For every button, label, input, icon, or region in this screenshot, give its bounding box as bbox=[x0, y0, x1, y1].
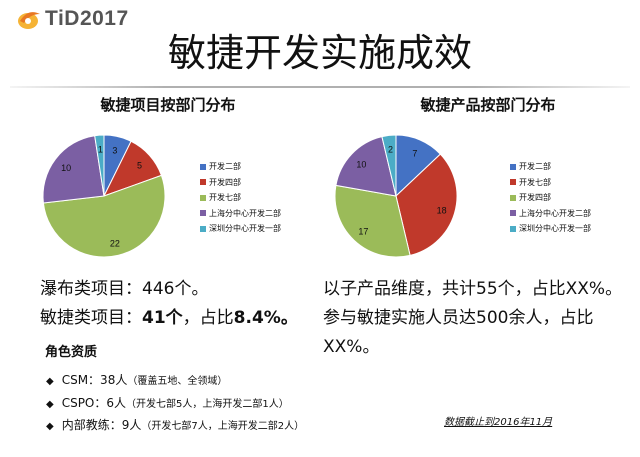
tid-logo-icon bbox=[18, 12, 40, 29]
legend-item: 深圳分中心开发一部 bbox=[200, 223, 281, 234]
pie-data-label: 2 bbox=[388, 145, 393, 155]
legend-swatch bbox=[200, 210, 206, 216]
chart-title-products: 敏捷产品按部门分布 bbox=[420, 96, 556, 114]
legend-swatch bbox=[200, 225, 206, 232]
legend-label: 上海分中心开发二部 bbox=[519, 208, 591, 218]
pie-data-label: 22 bbox=[110, 238, 120, 248]
legend-label: 开发七部 bbox=[519, 177, 551, 187]
legend-item: 开发四部 bbox=[200, 177, 241, 188]
legend-item: 开发七部 bbox=[200, 192, 241, 203]
pie-data-label: 3 bbox=[112, 146, 117, 156]
diamond-bullet-icon: ◆ bbox=[46, 421, 54, 432]
legend-label: 开发四部 bbox=[209, 177, 241, 187]
legend-item: 开发七部 bbox=[510, 177, 551, 188]
legend-item: 开发四部 bbox=[510, 192, 551, 203]
legend-swatch bbox=[510, 163, 516, 170]
pie-slice bbox=[395, 153, 458, 256]
role-item: ◆ CSPO：6人 （开发七部5人，上海开发二部1人） bbox=[46, 394, 289, 411]
role-main: CSPO：6人 bbox=[61, 396, 127, 410]
waterfall-stat: 瀑布类项目：446个。 bbox=[40, 274, 208, 299]
legend-label: 开发七部 bbox=[209, 193, 241, 202]
legend-swatch bbox=[510, 225, 516, 232]
roles-title: 角色资质 bbox=[45, 345, 98, 360]
diamond-bullet-icon: ◆ bbox=[46, 376, 54, 387]
pie-slice bbox=[381, 134, 397, 197]
role-note: （开发七部5人，上海开发二部1人） bbox=[126, 399, 289, 410]
legend-item: 深圳分中心开发一部 bbox=[510, 223, 591, 234]
role-note: （开发七部7人，上海开发二部2人） bbox=[141, 421, 305, 432]
role-main: 内部教练：9人 bbox=[61, 418, 142, 432]
data-cutoff-note: 数据截止到2016年11月 bbox=[444, 417, 553, 428]
legend-label: 深圳分中心开发一部 bbox=[209, 224, 281, 233]
role-item: ◆ CSM：38人 （覆盖五地、全领域） bbox=[46, 371, 227, 388]
legend-item: 上海分中心开发二部 bbox=[200, 208, 281, 219]
chart-title-projects: 敏捷项目按部门分布 bbox=[100, 96, 236, 114]
waterfall-value: 446个。 bbox=[142, 279, 209, 299]
agile-stat: 敏捷类项目：41个，占比8.4%。 bbox=[40, 303, 298, 328]
legend-label: 深圳分中心开发一部 bbox=[519, 224, 591, 233]
pie-slice bbox=[42, 174, 166, 258]
role-item: ◆ 内部教练：9人 （开发七部7人，上海开发二部2人） bbox=[46, 416, 304, 433]
pie-data-label: 5 bbox=[137, 160, 142, 170]
pie-slice bbox=[94, 134, 105, 197]
waterfall-label: 瀑布类项目： bbox=[40, 279, 142, 299]
agile-mid: ，占比 bbox=[182, 308, 234, 328]
legend-swatch bbox=[510, 179, 516, 185]
title-divider bbox=[10, 86, 630, 88]
pie-data-label: 17 bbox=[358, 227, 368, 237]
legend-swatch bbox=[200, 163, 206, 170]
pie-data-label: 18 bbox=[437, 206, 447, 216]
agile-label: 敏捷类项目： bbox=[40, 308, 142, 328]
pie-slice bbox=[335, 136, 397, 197]
legend-label: 开发四部 bbox=[519, 193, 551, 202]
people-stat-line2: XX%。 bbox=[323, 337, 380, 357]
legend-label: 开发二部 bbox=[519, 162, 551, 171]
agile-value: 41个 bbox=[142, 308, 183, 328]
pie-data-label: 1 bbox=[98, 145, 103, 155]
legend-item: 开发二部 bbox=[200, 161, 241, 172]
logo-text: TiD2017 bbox=[45, 7, 129, 30]
role-main: CSM：38人 bbox=[61, 373, 128, 387]
diamond-bullet-icon: ◆ bbox=[46, 399, 54, 410]
pie-slice bbox=[334, 184, 411, 258]
slide-title: 敏捷开发实施成效 bbox=[167, 31, 472, 75]
legend-label: 上海分中心开发二部 bbox=[209, 208, 281, 218]
legend-label: 开发二部 bbox=[209, 162, 241, 171]
legend-swatch bbox=[200, 179, 206, 185]
pie-slice bbox=[42, 135, 105, 204]
role-note: （覆盖五地、全领域） bbox=[127, 376, 228, 387]
people-stat-line1: 参与敏捷实施人员达500余人，占比 bbox=[323, 308, 594, 328]
pie-data-label: 10 bbox=[356, 159, 366, 169]
pie-data-label: 7 bbox=[412, 148, 417, 158]
legend-swatch bbox=[510, 210, 516, 216]
product-stat: 以子产品维度，共计55个，占比XX%。 bbox=[323, 279, 623, 299]
legend-swatch bbox=[510, 194, 516, 201]
legend-item: 开发二部 bbox=[510, 161, 551, 172]
pie-data-label: 10 bbox=[61, 163, 71, 173]
legend-swatch bbox=[200, 194, 206, 201]
tid-logo: TiD2017 bbox=[16, 6, 129, 32]
agile-pct: 8.4%。 bbox=[233, 308, 298, 328]
legend-item: 上海分中心开发二部 bbox=[510, 208, 591, 219]
